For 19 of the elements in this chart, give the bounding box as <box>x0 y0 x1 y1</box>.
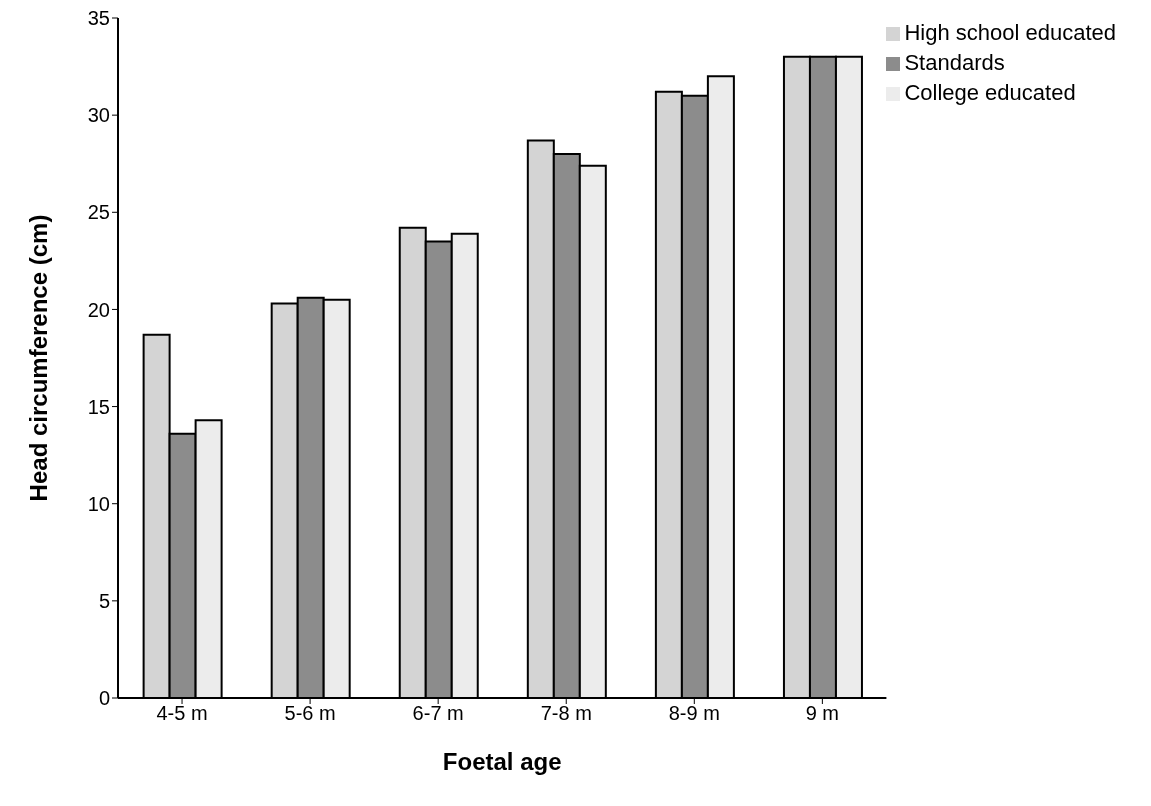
x-tick-label: 7-8 m <box>540 702 592 725</box>
x-axis-title: Foetal age <box>442 748 562 775</box>
y-tick-label: 30 <box>87 104 110 127</box>
y-tick-label: 20 <box>87 298 110 321</box>
y-tick-label: 0 <box>98 687 110 710</box>
x-tick-label: 6-7 m <box>412 702 464 725</box>
y-tick-label: 25 <box>87 201 110 224</box>
legend-label: Standards <box>904 50 1005 75</box>
y-tick-label: 35 <box>87 7 110 30</box>
x-tick-label: 9 m <box>805 702 840 725</box>
x-tick-label: 8-9 m <box>668 702 720 725</box>
y-tick-label: 5 <box>98 589 110 612</box>
x-tick-label: 5-6 m <box>284 702 336 725</box>
legend-label: High school educated <box>904 20 1116 45</box>
legend-label: College educated <box>904 80 1076 105</box>
y-tick-label: 15 <box>87 395 110 418</box>
y-axis-title: Head circumference (cm) <box>24 214 52 502</box>
y-tick-label: 10 <box>87 492 110 515</box>
x-tick-label: 4-5 m <box>156 702 208 725</box>
